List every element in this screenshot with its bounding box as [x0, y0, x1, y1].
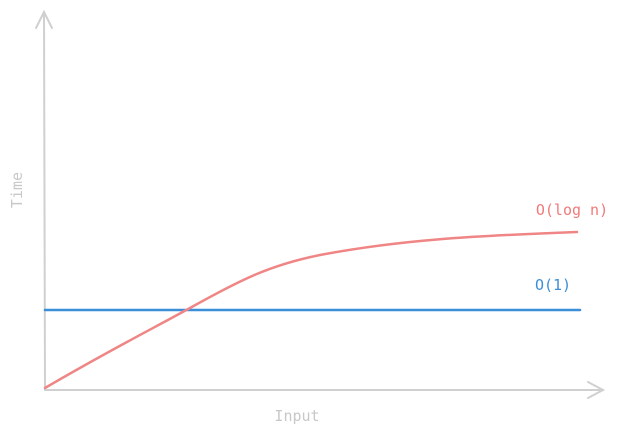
y-axis-label: Time: [8, 172, 26, 208]
x-axis-arrow: [587, 381, 606, 399]
log-curve: [43, 230, 579, 390]
log-curve-label: O(log n): [536, 201, 608, 219]
y-axis-arrow: [35, 9, 53, 29]
y-axis-line: [43, 11, 46, 391]
x-axis-label: Input: [274, 407, 319, 425]
y-axis: [35, 9, 53, 391]
constant-curve-label: O(1): [535, 276, 571, 294]
x-axis: [44, 381, 606, 399]
